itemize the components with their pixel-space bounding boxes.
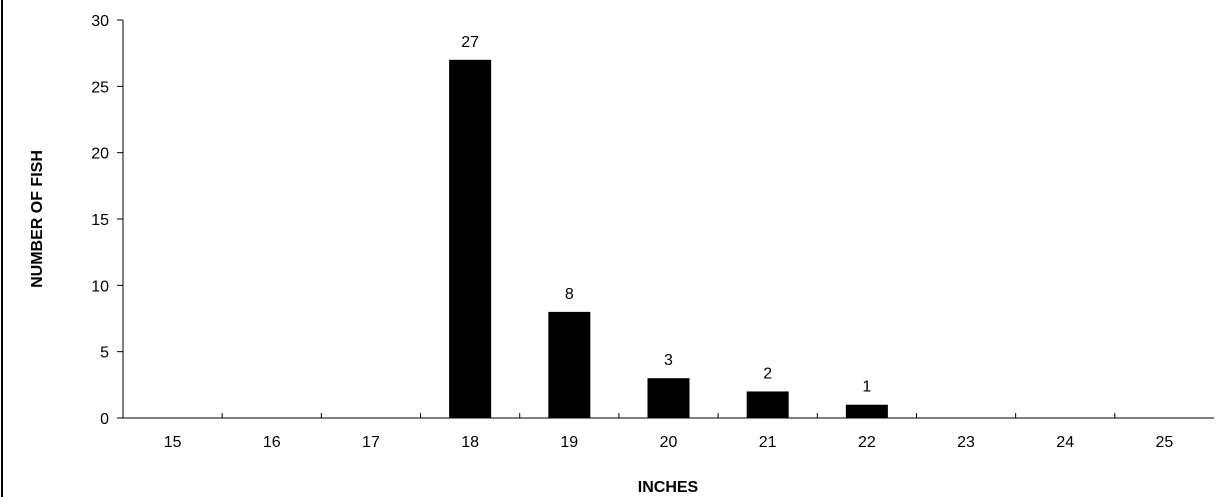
bar-19 — [548, 311, 591, 418]
data-label-22: 1 — [862, 379, 871, 396]
x-tick-label: 23 — [957, 434, 975, 451]
y-tick-label: 10 — [91, 278, 109, 295]
y-tick-label: 25 — [91, 79, 109, 96]
y-tick-label: 15 — [91, 212, 109, 229]
data-label-19: 8 — [565, 286, 574, 303]
bar-18 — [449, 59, 492, 419]
data-label-21: 2 — [763, 365, 772, 382]
x-tick-label: 16 — [263, 434, 281, 451]
x-axis-ticks: 15 16 17 18 19 20 21 22 23 24 25 — [164, 413, 1174, 451]
data-label-20: 3 — [664, 352, 673, 369]
x-tick-label: 18 — [461, 434, 479, 451]
x-tick-label: 15 — [164, 434, 182, 451]
y-axis-title: NUMBER OF FISH — [29, 150, 46, 288]
bar-20 — [647, 378, 690, 418]
bars — [449, 59, 888, 419]
data-labels: 27 8 3 2 1 — [461, 34, 871, 396]
data-label-18: 27 — [461, 34, 479, 51]
x-tick-label: 24 — [1056, 434, 1074, 451]
bar-22 — [845, 404, 888, 418]
y-tick-label: 30 — [91, 13, 109, 30]
x-tick-label: 25 — [1156, 434, 1174, 451]
x-tick-label: 20 — [660, 434, 678, 451]
bar-21 — [746, 391, 789, 418]
x-tick-label: 19 — [560, 434, 578, 451]
x-tick-label: 17 — [362, 434, 380, 451]
y-axis-ticks: 0 5 10 15 20 25 30 — [91, 13, 123, 428]
x-axis-title: INCHES — [638, 479, 699, 496]
y-tick-label: 5 — [100, 345, 109, 362]
x-tick-label: 22 — [858, 434, 876, 451]
y-tick-label: 0 — [100, 411, 109, 428]
y-tick-label: 20 — [91, 146, 109, 163]
x-tick-label: 21 — [759, 434, 777, 451]
